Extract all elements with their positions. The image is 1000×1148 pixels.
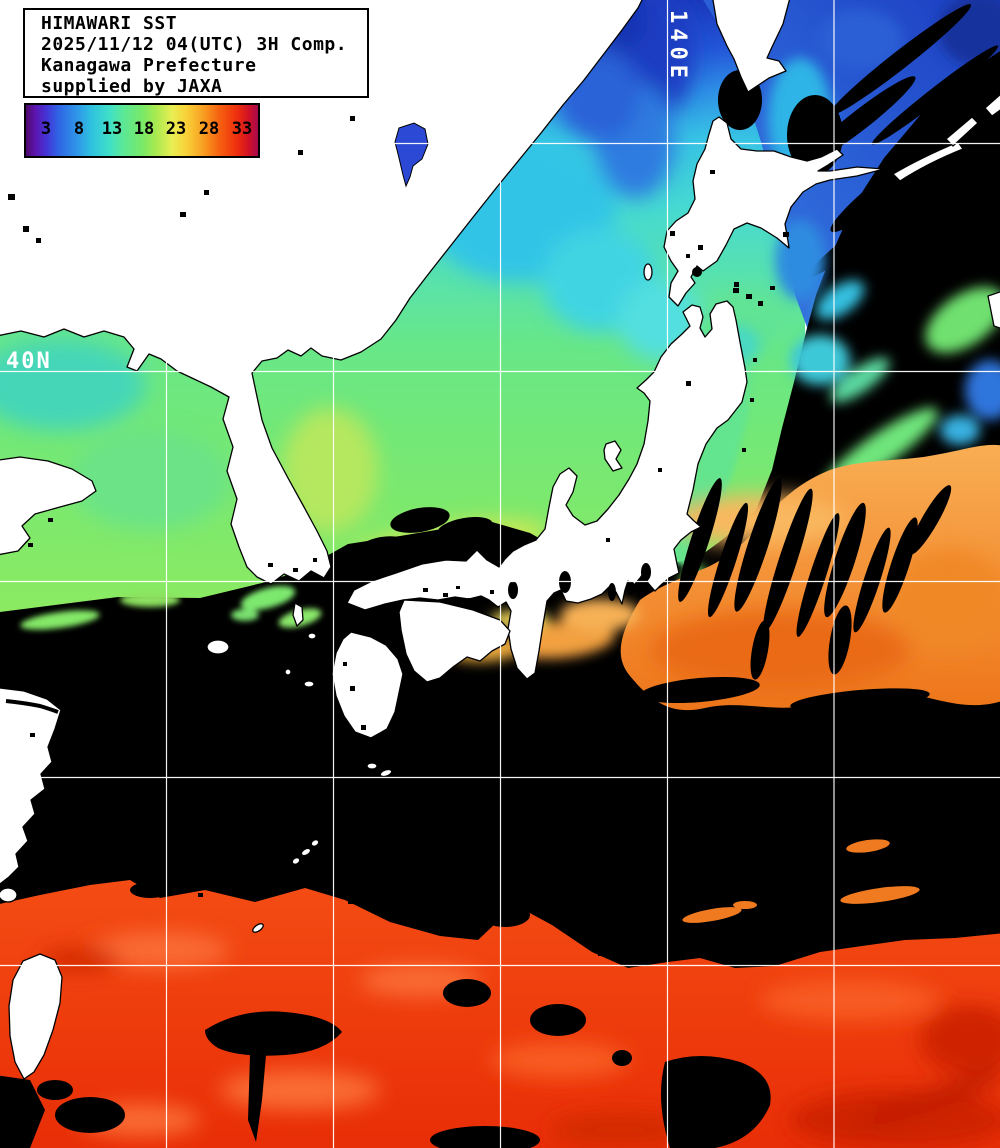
lon-label: 140E: [665, 10, 690, 83]
temperature-colorbar: 3 8 13 18 23 28 33: [24, 103, 260, 158]
yangtze-river: [5, 699, 59, 714]
land-shikoku: [398, 599, 511, 683]
land-china-coast: [0, 687, 62, 885]
colorbar-tick: 28: [198, 119, 220, 139]
info-line-source: supplied by JAXA: [41, 76, 223, 97]
land-honshu: [346, 300, 748, 680]
land-sado: [603, 440, 623, 472]
land-kurils: [892, 141, 964, 182]
colorbar-tick: 33: [231, 119, 253, 139]
lat-label: 40N: [6, 349, 52, 374]
colorbar-tick: 18: [133, 119, 155, 139]
land-shandong: [0, 456, 97, 556]
info-line-prefecture: Kanagawa Prefecture: [41, 55, 257, 76]
lake-khanka: [394, 122, 429, 188]
info-line-product: HIMAWARI SST: [41, 13, 178, 34]
land-hokkaido: [663, 116, 885, 307]
colorbar-gradient: [26, 105, 258, 156]
colorbar-tick: 8: [73, 119, 85, 139]
colorbar-tick: 3: [40, 119, 52, 139]
cloud-patches-south: [0, 882, 771, 1148]
land-taiwan: [8, 953, 63, 1080]
land-okinawa: [252, 923, 264, 933]
land-cheju: [206, 639, 230, 655]
colorbar-tick: 23: [165, 119, 187, 139]
info-box: HIMAWARI SST 2025/11/12 04(UTC) 3H Comp.…: [23, 8, 369, 98]
colorbar-tick: 13: [101, 119, 123, 139]
info-line-datetime: 2025/11/12 04(UTC) 3H Comp.: [41, 34, 348, 55]
land-tsushima: [292, 602, 304, 627]
land-sakhalin: [712, 0, 791, 93]
